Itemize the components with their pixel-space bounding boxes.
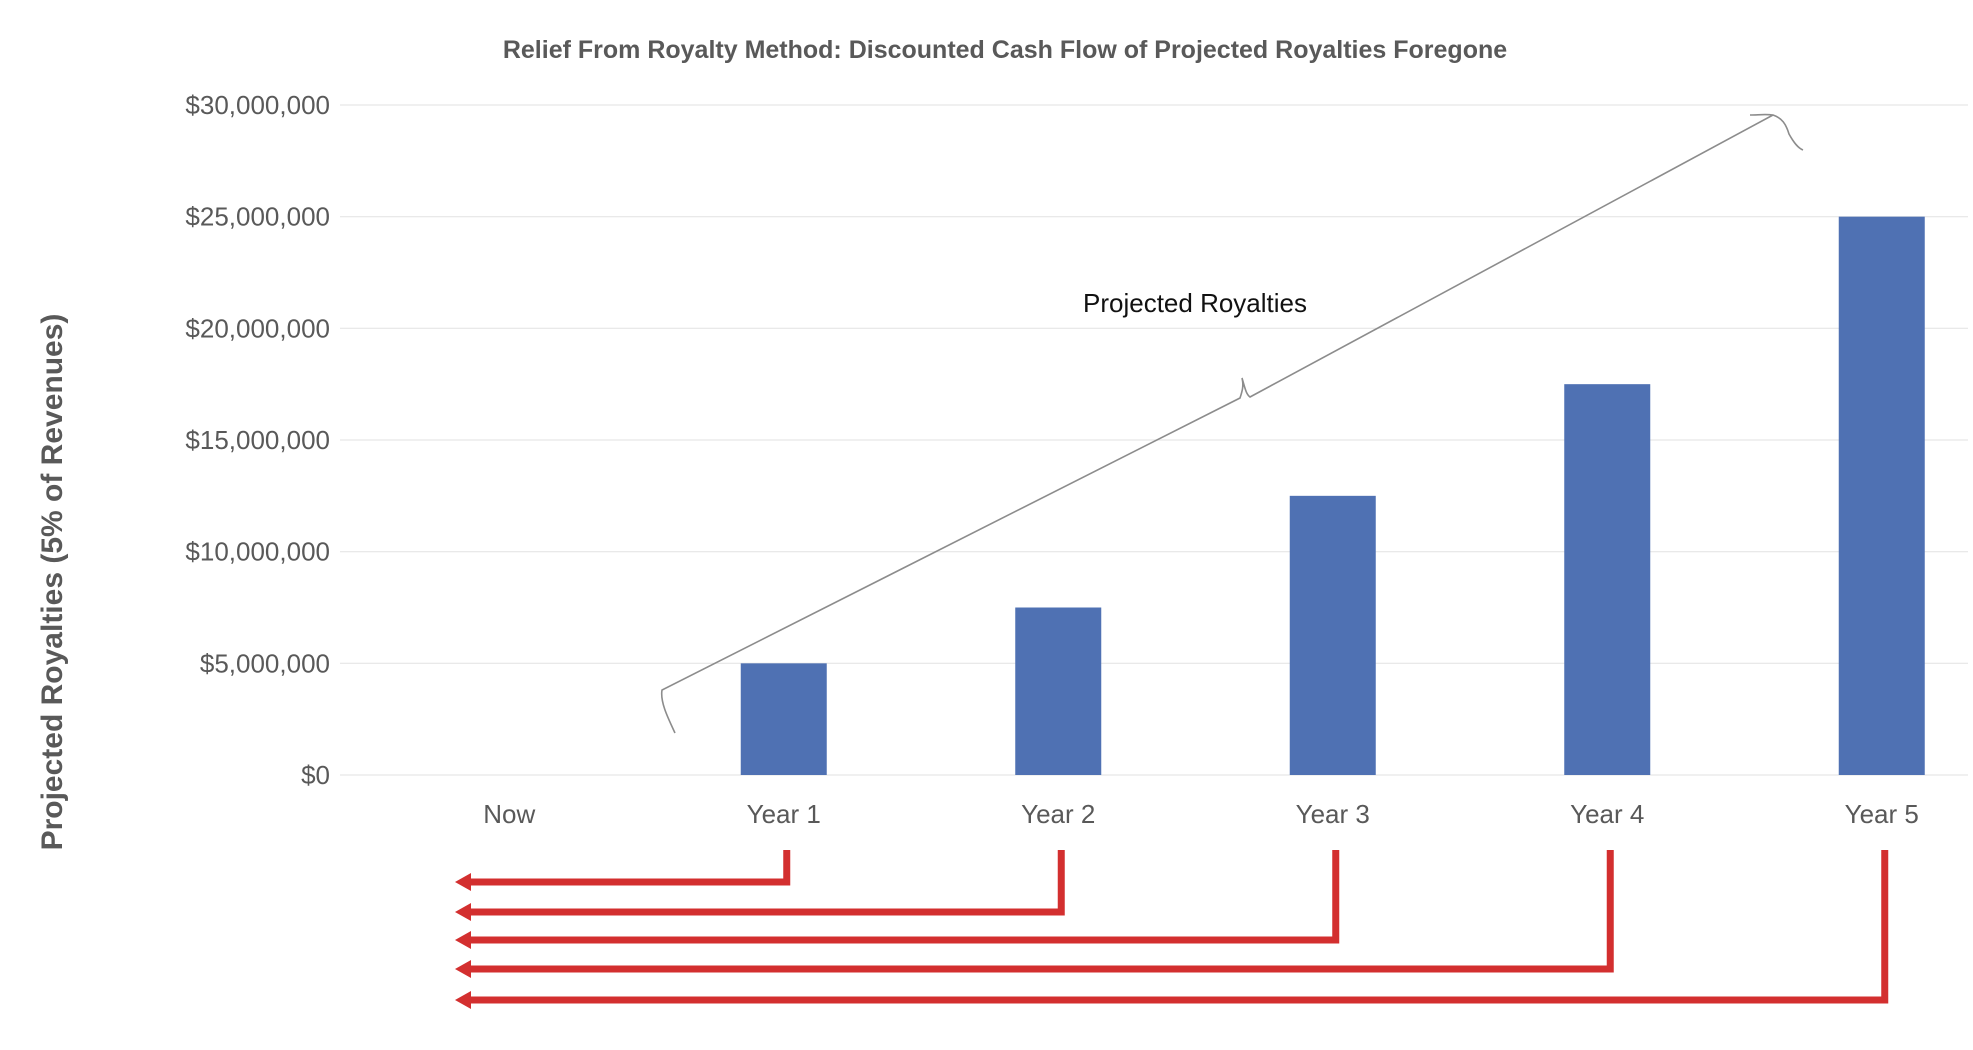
projected-royalties-brace: Projected Royalties: [660, 113, 1804, 734]
x-axis-ticks: Now Year 1 Year 2 Year 3 Year 4 Year 5: [483, 799, 1919, 829]
bar: [1015, 607, 1102, 775]
x-tick-label: Year 3: [1296, 799, 1370, 829]
y-tick-label: $0: [301, 760, 330, 790]
brace-annotation-label: Projected Royalties: [1083, 288, 1307, 318]
brace-line: [660, 113, 1804, 734]
x-tick-label: Year 4: [1570, 799, 1644, 829]
bar: [740, 663, 827, 775]
discount-arrow-line: [465, 850, 1340, 944]
x-tick-label: Year 1: [747, 799, 821, 829]
y-tick-label: $5,000,000: [200, 648, 330, 678]
bar: [1564, 384, 1651, 775]
discount-arrow-line: [465, 850, 1065, 916]
discount-arrow-head: [455, 931, 471, 949]
x-tick-label: Year 2: [1021, 799, 1095, 829]
chart-title: Relief From Royalty Method: Discounted C…: [503, 36, 1507, 64]
discount-arrow-head: [455, 873, 471, 891]
y-axis-label: Projected Royalties (5% of Revenues): [36, 314, 69, 851]
x-tick-label: Year 5: [1845, 799, 1919, 829]
bar: [1289, 495, 1376, 775]
y-tick-label: $10,000,000: [185, 537, 330, 567]
discount-arrow-head: [455, 903, 471, 921]
discount-arrow-line: [465, 850, 791, 886]
discount-arrows: [455, 850, 1889, 1009]
y-tick-label: $30,000,000: [185, 90, 330, 120]
y-tick-label: $15,000,000: [185, 425, 330, 455]
gridlines: [340, 104, 1968, 776]
bars: [740, 216, 1925, 775]
y-tick-label: $25,000,000: [185, 202, 330, 232]
discount-arrow-head: [455, 991, 471, 1009]
bar: [1838, 216, 1925, 775]
discount-arrow-head: [455, 960, 471, 978]
discount-arrow-line: [465, 850, 1889, 1004]
x-tick-label: Now: [483, 799, 535, 829]
y-tick-label: $20,000,000: [185, 313, 330, 343]
y-axis-ticks: $0 $5,000,000 $10,000,000 $15,000,000 $20,00…: [185, 90, 330, 790]
discount-arrow-line: [465, 850, 1614, 973]
